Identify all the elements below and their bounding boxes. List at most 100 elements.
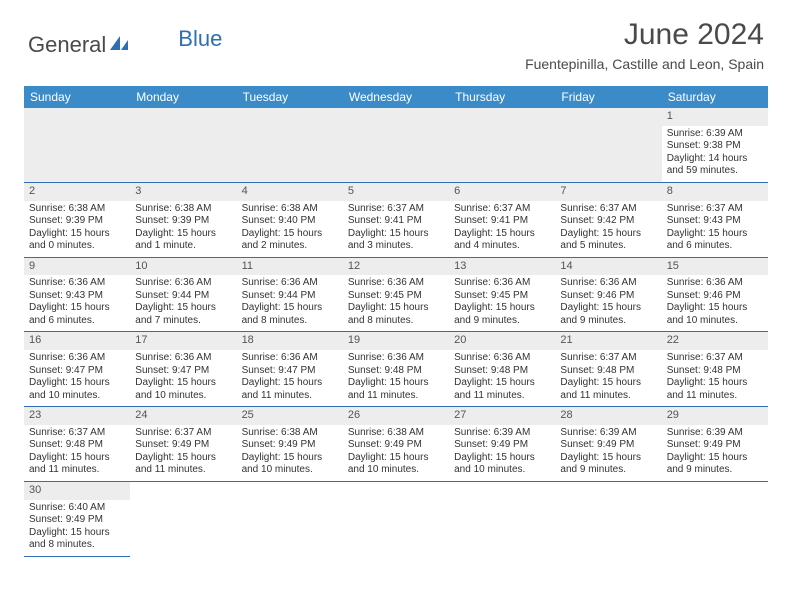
day-number: 6 [449,183,555,201]
day-number: 21 [555,332,661,350]
daylight-text: and 10 minutes. [135,390,231,403]
calendar-header-row: SundayMondayTuesdayWednesdayThursdayFrid… [24,86,768,108]
daylight-text: Daylight: 15 hours [348,302,444,315]
daylight-text: Daylight: 15 hours [242,302,338,315]
sunrise-text: Sunrise: 6:37 AM [135,427,231,440]
day-header: Saturday [662,86,768,108]
calendar-cell: 15Sunrise: 6:36 AMSunset: 9:46 PMDayligh… [662,257,768,332]
calendar-cell: 21Sunrise: 6:37 AMSunset: 9:48 PMDayligh… [555,332,661,407]
day-number: 7 [555,183,661,201]
sunrise-text: Sunrise: 6:40 AM [29,502,125,515]
sunrise-text: Sunrise: 6:37 AM [667,352,763,365]
sunset-text: Sunset: 9:46 PM [667,290,763,303]
day-number: 30 [24,482,130,500]
calendar-cell [130,108,236,182]
sunrise-text: Sunrise: 6:37 AM [348,203,444,216]
calendar-cell: 14Sunrise: 6:36 AMSunset: 9:46 PMDayligh… [555,257,661,332]
day-number: 12 [343,258,449,276]
day-number: 13 [449,258,555,276]
logo: General Blue [28,32,222,58]
daylight-text: and 7 minutes. [135,315,231,328]
daylight-text: and 6 minutes. [667,240,763,253]
day-number: 24 [130,407,236,425]
day-header: Sunday [24,86,130,108]
day-header: Friday [555,86,661,108]
sunset-text: Sunset: 9:49 PM [135,439,231,452]
daylight-text: and 8 minutes. [29,539,125,552]
daylight-text: Daylight: 15 hours [348,452,444,465]
title-block: June 2024 Fuentepinilla, Castille and Le… [525,18,764,72]
sunset-text: Sunset: 9:49 PM [454,439,550,452]
calendar-cell: 19Sunrise: 6:36 AMSunset: 9:48 PMDayligh… [343,332,449,407]
sunrise-text: Sunrise: 6:36 AM [29,277,125,290]
calendar-cell: 6Sunrise: 6:37 AMSunset: 9:41 PMDaylight… [449,182,555,257]
sunset-text: Sunset: 9:43 PM [667,215,763,228]
day-header: Monday [130,86,236,108]
daylight-text: and 8 minutes. [242,315,338,328]
day-number: 3 [130,183,236,201]
day-number: 8 [662,183,768,201]
logo-text-general: General [28,32,106,58]
day-number: 5 [343,183,449,201]
sunrise-text: Sunrise: 6:37 AM [454,203,550,216]
daylight-text: Daylight: 15 hours [135,302,231,315]
calendar-cell [130,481,236,556]
day-number: 29 [662,407,768,425]
daylight-text: and 8 minutes. [348,315,444,328]
calendar-cell: 5 Sunrise: 6:37 AMSunset: 9:41 PMDaylight… [343,182,449,257]
calendar-cell [449,481,555,556]
page-title: June 2024 [525,18,764,52]
sunset-text: Sunset: 9:44 PM [242,290,338,303]
calendar-week: 30 Sunrise: 6:40 AMSunset: 9:49 PMDayligh… [24,481,768,556]
daylight-text: Daylight: 15 hours [29,527,125,540]
calendar-cell: 17Sunrise: 6:36 AMSunset: 9:47 PMDayligh… [130,332,236,407]
sunrise-text: Sunrise: 6:36 AM [348,352,444,365]
daylight-text: and 1 minute. [135,240,231,253]
calendar-week: 16Sunrise: 6:36 AMSunset: 9:47 PMDayligh… [24,332,768,407]
daylight-text: Daylight: 15 hours [667,452,763,465]
day-number: 25 [237,407,343,425]
daylight-text: and 6 minutes. [29,315,125,328]
calendar-cell: 18Sunrise: 6:36 AMSunset: 9:47 PMDayligh… [237,332,343,407]
sunset-text: Sunset: 9:48 PM [560,365,656,378]
sunrise-text: Sunrise: 6:36 AM [454,277,550,290]
calendar-week: 2Sunrise: 6:38 AMSunset: 9:39 PMDaylight… [24,182,768,257]
daylight-text: Daylight: 15 hours [29,302,125,315]
daylight-text: Daylight: 15 hours [667,377,763,390]
sunrise-text: Sunrise: 6:38 AM [29,203,125,216]
calendar-cell [449,108,555,182]
daylight-text: Daylight: 15 hours [242,377,338,390]
day-number: 18 [237,332,343,350]
daylight-text: Daylight: 15 hours [242,228,338,241]
sunset-text: Sunset: 9:49 PM [242,439,338,452]
calendar-cell: 30 Sunrise: 6:40 AMSunset: 9:49 PMDayligh… [24,481,130,556]
calendar-cell [662,481,768,556]
calendar-cell: 1Sunrise: 6:39 AMSunset: 9:38 PMDaylight… [662,108,768,182]
sunset-text: Sunset: 9:41 PM [348,215,444,228]
daylight-text: and 11 minutes. [454,390,550,403]
sunset-text: Sunset: 9:48 PM [348,365,444,378]
sunrise-text: Sunrise: 6:39 AM [667,427,763,440]
calendar-cell: 22Sunrise: 6:37 AMSunset: 9:48 PMDayligh… [662,332,768,407]
header: General Blue June 2024 Fuentepinilla, Ca… [0,0,792,80]
sunrise-text: Sunrise: 6:38 AM [135,203,231,216]
sunset-text: Sunset: 9:49 PM [29,514,125,527]
daylight-text: Daylight: 15 hours [454,377,550,390]
calendar-cell [555,108,661,182]
day-number: 2 [24,183,130,201]
daylight-text: Daylight: 15 hours [348,228,444,241]
daylight-text: and 9 minutes. [560,315,656,328]
sunset-text: Sunset: 9:46 PM [560,290,656,303]
daylight-text: Daylight: 15 hours [242,452,338,465]
sunrise-text: Sunrise: 6:37 AM [560,203,656,216]
location-text: Fuentepinilla, Castille and Leon, Spain [525,56,764,72]
day-number: 17 [130,332,236,350]
day-number: 16 [24,332,130,350]
sunrise-text: Sunrise: 6:36 AM [242,277,338,290]
calendar-cell: 13Sunrise: 6:36 AMSunset: 9:45 PMDayligh… [449,257,555,332]
calendar-cell: 8Sunrise: 6:37 AMSunset: 9:43 PMDaylight… [662,182,768,257]
calendar-cell: 11Sunrise: 6:36 AMSunset: 9:44 PMDayligh… [237,257,343,332]
calendar-table: SundayMondayTuesdayWednesdayThursdayFrid… [24,86,768,557]
daylight-text: and 11 minutes. [560,390,656,403]
sunrise-text: Sunrise: 6:38 AM [242,203,338,216]
